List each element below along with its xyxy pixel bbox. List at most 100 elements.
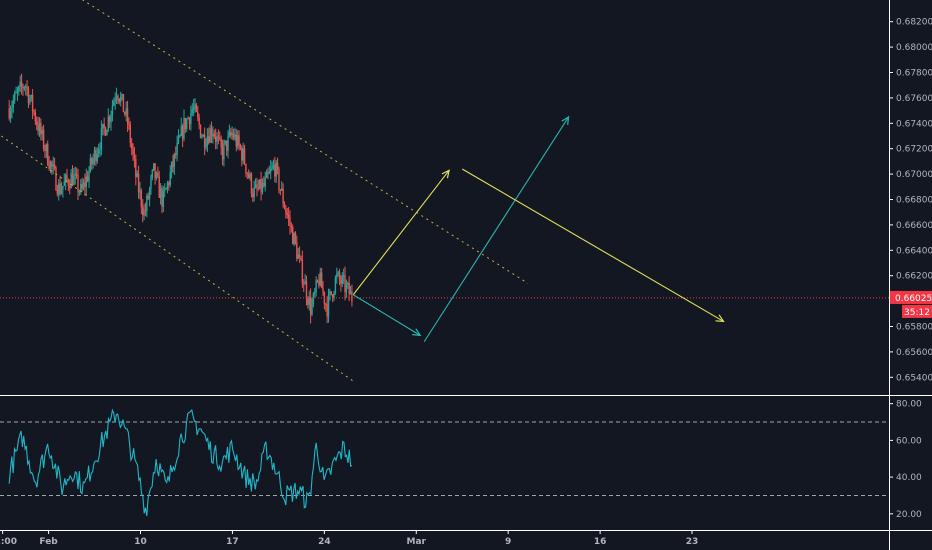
candle-body xyxy=(113,101,115,106)
candle-body xyxy=(86,176,89,182)
candle-body xyxy=(110,114,112,122)
candle-body xyxy=(73,175,75,186)
candle-body xyxy=(216,136,218,142)
drawing-layer[interactable] xyxy=(1,0,725,382)
candle-body xyxy=(307,298,309,305)
candle-body xyxy=(285,208,287,213)
candle-body xyxy=(132,148,134,155)
candle-body xyxy=(15,92,17,94)
price-tick-label: 0.68200 xyxy=(896,18,932,28)
candle-body xyxy=(52,164,54,167)
candle-body xyxy=(146,195,148,212)
candle-body xyxy=(164,189,166,191)
candle-body xyxy=(318,281,320,286)
price-tick-label: 0.66200 xyxy=(896,272,932,282)
candle-body xyxy=(225,140,228,151)
candle-body xyxy=(55,168,57,191)
price-tick-label: 0.66400 xyxy=(896,246,932,256)
candle-body xyxy=(67,180,70,186)
rsi-tick-label: 60.00 xyxy=(896,436,922,446)
candle-body xyxy=(212,133,214,137)
candle-body xyxy=(118,98,121,103)
countdown-label: 35:12 xyxy=(904,308,930,318)
candle-body xyxy=(75,174,78,176)
candle-body xyxy=(327,294,330,317)
candle-body xyxy=(40,122,42,135)
candle-body xyxy=(198,117,200,125)
candle-body xyxy=(139,190,141,193)
candle-body xyxy=(22,86,24,89)
candle-body xyxy=(256,184,258,189)
candle-body xyxy=(190,112,192,125)
rsi-tick-label: 40.00 xyxy=(896,473,922,483)
candle-body xyxy=(336,274,338,278)
candle-body xyxy=(309,296,312,315)
arrow-head xyxy=(715,314,725,323)
projection-arrow-line[interactable] xyxy=(423,116,570,343)
candle-body xyxy=(106,130,108,136)
time-tick-label: 23 xyxy=(686,537,699,547)
candle-body xyxy=(351,291,353,302)
projection-arrow-line[interactable] xyxy=(352,294,421,336)
candle-body xyxy=(221,147,224,160)
candle-body xyxy=(36,121,38,125)
candle-body xyxy=(153,163,155,170)
price-tick-label: 0.68000 xyxy=(896,43,932,53)
candle-body xyxy=(316,280,319,282)
candle-body xyxy=(300,256,302,260)
candle-body xyxy=(184,118,187,130)
channel-upper-line[interactable] xyxy=(1,0,529,284)
candle-body xyxy=(270,168,272,172)
time-tick-label: 10 xyxy=(134,537,147,547)
current-price-label: 0.66025 xyxy=(895,294,932,304)
candle-body xyxy=(69,185,71,189)
candle-body xyxy=(23,87,26,89)
rsi-pane[interactable] xyxy=(0,408,889,517)
price-tick-label: 0.67000 xyxy=(896,170,932,180)
candle-body xyxy=(142,207,144,216)
candle-body xyxy=(47,144,49,165)
candle-body xyxy=(206,136,209,146)
candle-body xyxy=(95,149,97,162)
candle-body xyxy=(347,282,349,285)
candle-body xyxy=(126,108,129,124)
candle-body xyxy=(158,176,160,198)
candle-body xyxy=(29,98,31,104)
candle-body xyxy=(250,174,253,194)
rsi-tick-label: 80.00 xyxy=(896,400,922,410)
candle-body xyxy=(202,134,204,137)
candle-body xyxy=(260,179,262,193)
candle-body xyxy=(115,95,118,100)
candle-body xyxy=(219,137,221,139)
candle-body xyxy=(341,275,343,284)
candle-body xyxy=(311,304,313,315)
candle-body xyxy=(231,133,233,136)
candle-body xyxy=(243,148,246,165)
candle-body xyxy=(18,86,20,92)
time-tick-label: 24 xyxy=(318,537,331,547)
candle-body xyxy=(140,190,143,208)
candle-body xyxy=(235,134,238,147)
candle-body xyxy=(197,111,199,118)
candle-body xyxy=(267,172,269,174)
candle-body xyxy=(97,149,100,154)
candle-body xyxy=(124,112,126,115)
candle-body xyxy=(331,294,334,298)
candle-body xyxy=(191,109,193,113)
price-pane[interactable] xyxy=(0,73,889,324)
candle-body xyxy=(338,272,341,280)
candle-body xyxy=(241,148,243,161)
candle-body xyxy=(224,140,226,144)
candle-body xyxy=(80,184,82,192)
candle-body xyxy=(210,128,213,137)
candle-body xyxy=(143,210,145,216)
candle-body xyxy=(272,164,275,167)
candle-body xyxy=(271,166,273,169)
candle-body xyxy=(16,91,19,93)
projection-arrow-line[interactable] xyxy=(352,169,450,296)
projection-arrow-line[interactable] xyxy=(461,168,724,322)
candle-body xyxy=(293,233,295,245)
candle-body xyxy=(201,136,203,138)
